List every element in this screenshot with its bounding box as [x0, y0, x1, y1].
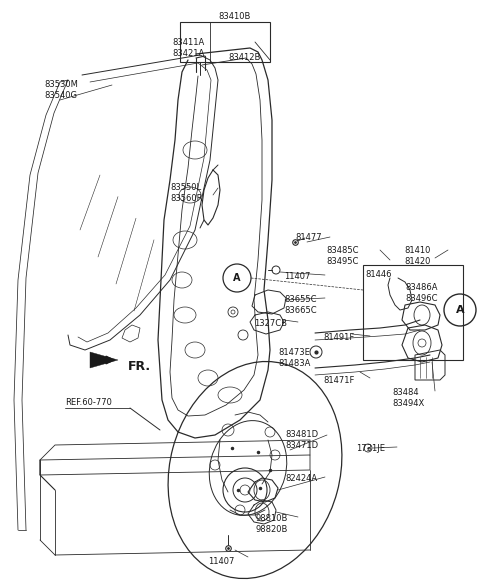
- Text: 81471F: 81471F: [323, 376, 354, 385]
- Bar: [180, 22, 270, 62]
- Text: 83550L: 83550L: [170, 183, 201, 192]
- Text: 81477: 81477: [295, 233, 322, 242]
- Bar: [363, 265, 463, 360]
- Text: 83494X: 83494X: [392, 399, 424, 408]
- Text: 83412B: 83412B: [228, 53, 260, 62]
- Polygon shape: [90, 352, 118, 368]
- Text: 83495C: 83495C: [326, 257, 359, 266]
- Text: 1731JE: 1731JE: [356, 444, 385, 453]
- Text: 81491F: 81491F: [323, 333, 354, 342]
- Text: 81410: 81410: [404, 246, 431, 255]
- Text: REF.60-770: REF.60-770: [65, 398, 112, 407]
- Text: 11407: 11407: [284, 272, 311, 281]
- Text: 98820B: 98820B: [255, 525, 288, 534]
- Text: 83411A: 83411A: [172, 38, 204, 47]
- Text: FR.: FR.: [128, 360, 151, 373]
- Text: 81446: 81446: [365, 270, 392, 279]
- Text: 83540G: 83540G: [44, 91, 77, 100]
- Text: A: A: [233, 273, 241, 283]
- Text: 83530M: 83530M: [44, 80, 78, 89]
- Text: 83471D: 83471D: [285, 441, 318, 450]
- Text: 82424A: 82424A: [285, 474, 317, 483]
- Text: 83665C: 83665C: [284, 306, 317, 315]
- Text: 83560R: 83560R: [170, 194, 203, 203]
- Text: 83421A: 83421A: [172, 49, 204, 58]
- Text: 83485C: 83485C: [326, 246, 359, 255]
- Text: 83410B: 83410B: [218, 12, 251, 21]
- Text: 83655C: 83655C: [284, 295, 316, 304]
- Text: 83496C: 83496C: [405, 294, 437, 303]
- Text: 11407: 11407: [208, 557, 234, 566]
- Text: A: A: [456, 305, 464, 315]
- Text: 83486A: 83486A: [405, 283, 437, 292]
- Text: 98810B: 98810B: [255, 514, 288, 523]
- Text: 81473E: 81473E: [278, 348, 310, 357]
- Text: 83484: 83484: [392, 388, 419, 397]
- Text: 83481D: 83481D: [285, 430, 318, 439]
- Text: 81483A: 81483A: [278, 359, 311, 368]
- Text: 81420: 81420: [404, 257, 431, 266]
- Text: 1327CB: 1327CB: [254, 319, 287, 328]
